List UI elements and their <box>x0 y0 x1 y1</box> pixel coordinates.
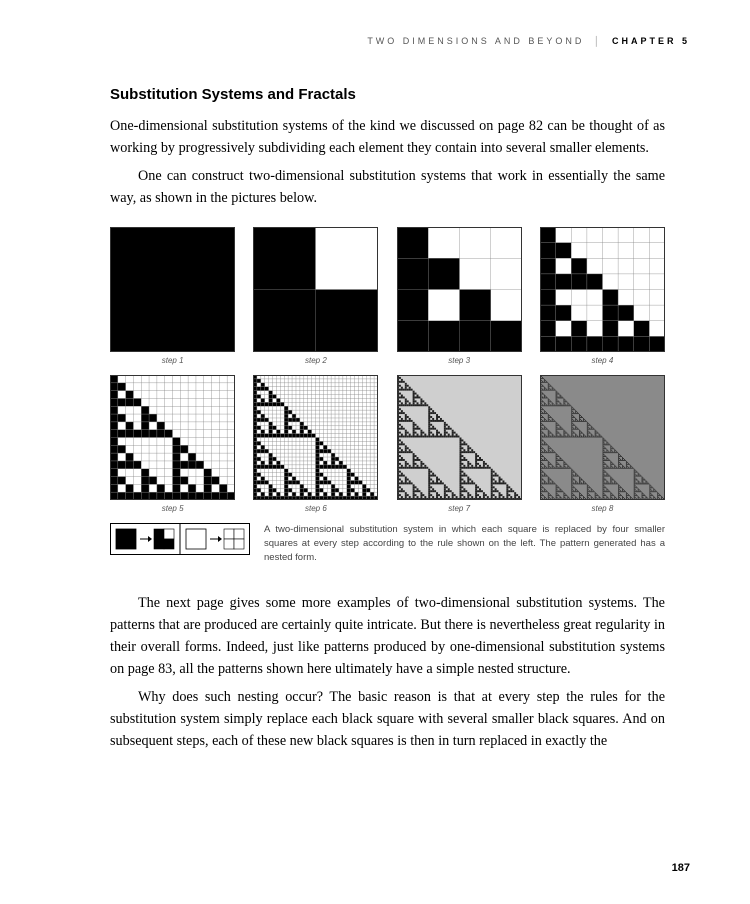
step-label: step 6 <box>305 504 327 513</box>
step-label: step 3 <box>448 356 470 365</box>
fractal-step-6: step 6 <box>253 375 378 513</box>
step-label: step 2 <box>305 356 327 365</box>
paragraph-4: Why does such nesting occur? The basic r… <box>110 686 665 752</box>
fractal-step-3: step 3 <box>397 227 522 365</box>
step-label: step 8 <box>591 504 613 513</box>
header-separator: │ <box>594 36 603 46</box>
running-title: TWO DIMENSIONS AND BEYOND <box>367 36 584 46</box>
fractal-step-1: step 1 <box>110 227 235 365</box>
step-label: step 5 <box>162 504 184 513</box>
fractal-step-7: step 7 <box>397 375 522 513</box>
running-header: TWO DIMENSIONS AND BEYOND │ CHAPTER 5 <box>367 36 690 46</box>
page-number: 187 <box>672 862 690 874</box>
paragraph-2: One can construct two-dimensional substi… <box>110 165 665 209</box>
chapter-label: CHAPTER 5 <box>612 36 690 46</box>
fractal-step-8: step 8 <box>540 375 665 513</box>
step-label: step 7 <box>448 504 470 513</box>
step-label: step 1 <box>162 356 184 365</box>
caption-row: A two-dimensional substitution system in… <box>110 523 665 564</box>
paragraph-1: One-dimensional substitution systems of … <box>110 115 665 159</box>
lower-text-block: The next page gives some more examples o… <box>110 592 665 752</box>
fractal-step-2: step 2 <box>253 227 378 365</box>
step-label: step 4 <box>591 356 613 365</box>
paragraph-3: The next page gives some more examples o… <box>110 592 665 680</box>
substitution-rule-diagram <box>110 523 250 560</box>
fractal-step-4: step 4 <box>540 227 665 365</box>
fractal-figure-grid: step 1 step 2 step 3 step 4 step 5 step 6 step… <box>110 227 665 513</box>
page-content: Substitution Systems and Fractals One-di… <box>110 86 665 758</box>
fractal-step-5: step 5 <box>110 375 235 513</box>
section-title: Substitution Systems and Fractals <box>110 86 665 103</box>
figure-caption: A two-dimensional substitution system in… <box>264 523 665 564</box>
